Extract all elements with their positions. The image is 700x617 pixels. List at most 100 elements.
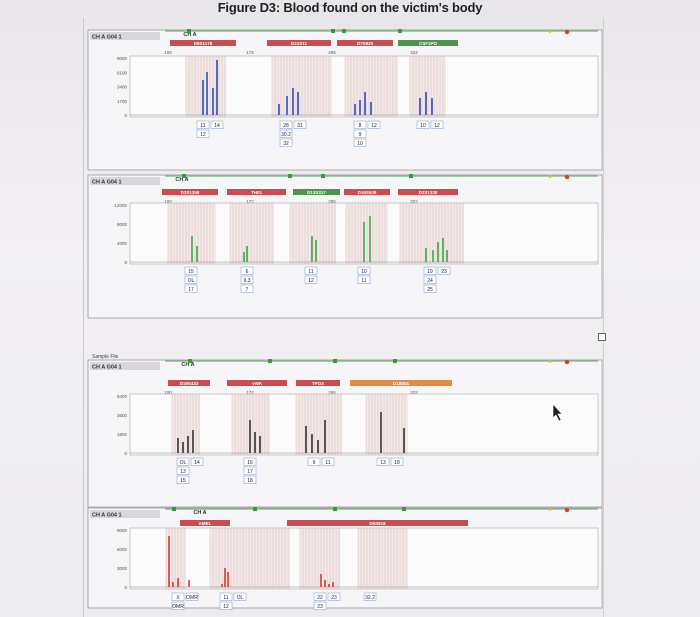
allele-label-box: [184, 284, 198, 293]
panel-2: CH A G04 1 CH A D3S1358 TH01 D13S317 D16S539…: [87, 174, 603, 319]
allele-label-box: [219, 592, 233, 601]
allele-label-box: [233, 592, 247, 601]
allele-label-box: [423, 275, 437, 284]
allele-call: 12: [223, 604, 229, 610]
allele-label-box: [353, 138, 367, 147]
allele-label-box: [423, 266, 437, 275]
green-square: [402, 507, 406, 511]
yellow-dot: [548, 360, 552, 363]
y-axis-label: 12000: [114, 203, 127, 208]
yellow-dot: [548, 30, 552, 33]
y-axis-label: 8000: [117, 222, 128, 227]
allele-call: 17: [247, 469, 253, 475]
allele-call: 17: [188, 287, 194, 293]
allele-call: 23: [317, 604, 323, 610]
allele-label-box: [363, 592, 377, 601]
sample-header: [90, 510, 160, 518]
allele-label-box: [357, 266, 371, 275]
green-square: [288, 174, 292, 178]
y-axis-label: 3000: [117, 566, 128, 571]
allele-bin: [232, 394, 270, 455]
allele-call: 18: [394, 460, 400, 466]
y-axis-label: 0: [124, 585, 127, 590]
size-tick: 322: [410, 199, 418, 204]
marker-name: D13S317: [307, 190, 326, 195]
allele-label-box: [240, 284, 254, 293]
allele-label-box: [171, 601, 185, 610]
allele-label-box: [176, 475, 190, 484]
y-axis-label: 9000: [117, 56, 128, 61]
y-axis-label: 1700: [117, 99, 128, 104]
allele-call: OMR: [186, 595, 198, 601]
yellow-dot: [548, 508, 552, 511]
marker-name: D8S1179: [194, 41, 213, 46]
allele-label-box: [219, 601, 233, 610]
plot-area: [129, 55, 599, 118]
allele-bin: [186, 56, 226, 117]
marker-box: [296, 380, 340, 386]
red-dot: [564, 29, 570, 35]
sample-file-label: Sample File: [92, 354, 119, 360]
marker-box: [398, 189, 458, 195]
allele-call: 10: [361, 269, 367, 275]
allele-call: 14: [214, 123, 220, 129]
allele-bin: [210, 528, 290, 589]
allele-call: 12: [371, 123, 377, 129]
allele-label-box: [279, 138, 293, 147]
size-tick: 322: [410, 390, 418, 395]
allele-label-box: [171, 592, 185, 601]
allele-call: 9: [359, 132, 362, 138]
allele-call: 32: [283, 141, 289, 147]
marker-box: [398, 40, 458, 46]
mouse-cursor-icon: [552, 403, 563, 422]
marker-box: [227, 380, 287, 386]
allele-bin: [300, 528, 340, 589]
allele-call: 9.3: [244, 278, 251, 284]
allele-label-box: [190, 457, 204, 466]
size-tick: 322: [410, 50, 418, 55]
allele-label-box: [304, 266, 318, 275]
allele-label-box: [313, 592, 327, 601]
allele-call: 31: [297, 123, 303, 129]
y-axis-label: 1800: [117, 432, 128, 437]
marker-name: D21S11: [291, 41, 308, 46]
allele-call: 19: [427, 269, 433, 275]
allele-call: 28: [283, 123, 289, 129]
allele-call: 23: [441, 269, 447, 275]
allele-call: 16: [247, 460, 253, 466]
panel-1: CH A G04 1 CH A D8S1179 D21S11 D7S820 CSF1PO…: [87, 29, 603, 171]
marker-box: [293, 189, 340, 195]
allele-call: 23: [331, 595, 337, 601]
size-tick: 100: [164, 390, 172, 395]
allele-bin: [172, 394, 200, 455]
allele-call: 30.2: [281, 132, 291, 138]
allele-label-box: [279, 129, 293, 138]
green-square: [182, 174, 186, 178]
y-axis-label: 9000: [117, 528, 128, 533]
green-square: [342, 29, 346, 33]
allele-call: 11: [361, 278, 366, 284]
resize-handle[interactable]: [598, 333, 606, 341]
allele-label-box: [243, 457, 257, 466]
allele-bin: [400, 203, 464, 264]
red-dot: [564, 174, 570, 180]
size-tick: 100: [164, 199, 172, 204]
marker-box: [180, 520, 230, 526]
size-tick: 172: [246, 50, 254, 55]
marker-box: [350, 380, 452, 386]
allele-label-box: [176, 466, 190, 475]
allele-bin: [290, 203, 336, 264]
green-square: [333, 359, 337, 363]
allele-call: 15: [188, 269, 194, 275]
allele-call: 10: [357, 141, 363, 147]
dye-label: CH A: [181, 362, 194, 368]
y-axis-label: 6100: [117, 70, 128, 75]
green-square: [331, 29, 335, 33]
allele-label-box: [196, 120, 210, 129]
marker-name: D3S1358: [181, 190, 200, 195]
allele-label-box: [321, 457, 335, 466]
sample-label: CH A G04 1: [92, 513, 122, 519]
marker-box: [227, 189, 286, 195]
allele-label-box: [313, 601, 327, 610]
allele-call: 13: [380, 460, 386, 466]
